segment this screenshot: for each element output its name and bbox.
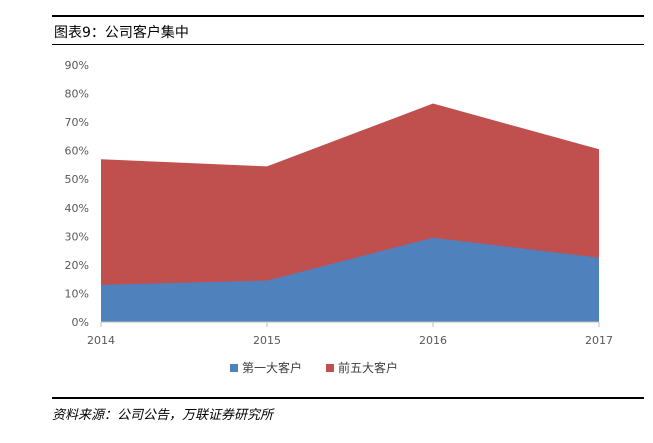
legend-swatch — [326, 364, 334, 372]
y-tick-label: 80% — [65, 88, 89, 101]
y-tick-label: 10% — [65, 287, 89, 300]
footer-rule — [52, 397, 644, 399]
legend-swatch — [230, 364, 238, 372]
x-tick-label: 2017 — [585, 334, 613, 347]
chart-areas — [101, 103, 599, 322]
y-tick-label: 60% — [65, 145, 89, 158]
chart-legend: 第一大客户 前五大客户 — [230, 360, 398, 375]
source-note: 资料来源：公司公告，万联证券研究所 — [52, 408, 274, 423]
x-tick-label: 2014 — [87, 334, 115, 347]
y-axis-ticks: 0% 10% 20% 30% 40% 50% 60% 70% 80% 90% — [65, 59, 89, 329]
area-series-1 — [101, 237, 599, 322]
y-tick-label: 50% — [65, 173, 89, 186]
y-tick-label: 0% — [72, 316, 89, 329]
figure-title-bar: 图表9：公司客户集中 — [52, 15, 644, 45]
y-tick-label: 20% — [65, 259, 89, 272]
x-tick-label: 2016 — [419, 334, 447, 347]
y-tick-label: 30% — [65, 230, 89, 243]
figure-title: 图表9：公司客户集中 — [54, 25, 189, 41]
y-tick-label: 40% — [65, 202, 89, 215]
x-axis-ticks: 2014 2015 2016 2017 — [87, 322, 613, 347]
x-tick-label: 2015 — [253, 334, 281, 347]
y-tick-label: 70% — [65, 116, 89, 129]
legend-label: 前五大客户 — [338, 360, 398, 375]
y-tick-label: 90% — [65, 59, 89, 72]
legend-label: 第一大客户 — [242, 360, 302, 375]
